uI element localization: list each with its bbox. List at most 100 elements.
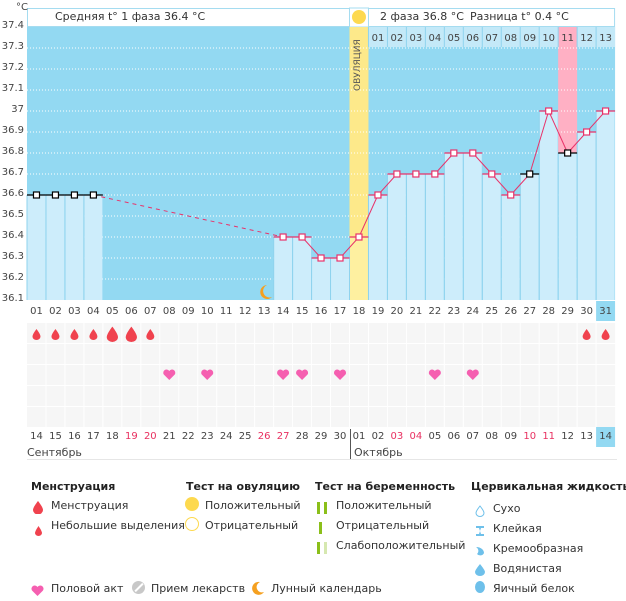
legend-ovulation-test-title: Тест на овуляцию: [186, 480, 300, 493]
spotting-drop-icon: [32, 329, 41, 340]
intercourse-heart-icon: [163, 369, 176, 380]
calendar-date-label[interactable]: 26: [257, 431, 271, 442]
calendar-date-label[interactable]: 29: [314, 431, 328, 442]
menstruation-drop-icon: [106, 326, 118, 342]
cycle-day-label[interactable]: 17: [333, 306, 347, 317]
legend-pregnancy-weak: Слабоположительный: [336, 539, 466, 552]
cycle-day-label[interactable]: 12: [238, 306, 252, 317]
cycle-day-label[interactable]: 16: [314, 306, 328, 317]
cycle-day-label[interactable]: 26: [504, 306, 518, 317]
calendar-date-label[interactable]: 06: [447, 431, 461, 442]
calendar-date-label[interactable]: 24: [219, 431, 233, 442]
temperature-bar: [463, 153, 482, 300]
cycle-day-label[interactable]: 04: [87, 306, 100, 317]
temperature-bar: [425, 174, 444, 300]
temperature-bar: [46, 195, 65, 300]
intercourse-heart-icon: [333, 369, 347, 380]
cycle-day-label[interactable]: 01: [30, 306, 43, 317]
calendar-date-label[interactable]: 09: [504, 431, 518, 442]
cycle-day-label[interactable]: 11: [219, 306, 233, 317]
cycle-day-label[interactable]: 27: [523, 306, 537, 317]
phase2-day-label: 04: [428, 33, 442, 44]
calendar-date-label[interactable]: 21: [162, 431, 176, 442]
y-tick-label: 36.5: [1, 209, 24, 220]
phase2-day-label: 06: [466, 33, 480, 44]
temperature-bar: [406, 174, 425, 300]
data-point: [431, 170, 439, 178]
excluded-data-point: [32, 191, 41, 199]
calendar-date-label[interactable]: 08: [485, 431, 499, 442]
cycle-day-label[interactable]: 18: [352, 306, 366, 317]
phase2-day-label: 01: [371, 33, 385, 44]
calendar-date-label[interactable]: 28: [295, 431, 309, 442]
spotting-drop-icon: [146, 329, 155, 340]
cycle-day-label[interactable]: 21: [409, 306, 423, 317]
data-point: [336, 254, 344, 262]
data-point: [374, 191, 382, 199]
calendar-date-label[interactable]: 18: [106, 431, 119, 442]
cycle-day-label[interactable]: 09: [181, 306, 195, 317]
moon-icon: [251, 580, 265, 599]
calendar-date-label[interactable]: 07: [466, 431, 480, 442]
intercourse-heart-icon: [277, 369, 290, 380]
calendar-date-label[interactable]: 20: [143, 431, 157, 442]
phase2-average: 2 фаза 36.8 °C: [380, 10, 464, 23]
calendar-date-label[interactable]: 05: [428, 431, 442, 442]
calendar-date-label[interactable]: 11: [542, 431, 556, 442]
calendar-date-label[interactable]: 19: [124, 431, 138, 442]
cycle-day-label[interactable]: 14: [276, 306, 290, 317]
calendar-date-label[interactable]: 03: [390, 431, 404, 442]
calendar-date-label[interactable]: 14: [599, 431, 612, 442]
cycle-day-label[interactable]: 22: [428, 306, 442, 317]
cycle-day-label[interactable]: 13: [257, 306, 271, 317]
cycle-day-label[interactable]: 19: [371, 306, 385, 317]
cycle-day-label[interactable]: 06: [124, 306, 138, 317]
phase2-day-label: 02: [390, 33, 404, 44]
cycle-day-label[interactable]: 02: [49, 306, 62, 317]
cycle-day-label[interactable]: 23: [447, 306, 461, 317]
calendar-bottom-divider: [27, 459, 617, 460]
calendar-date-label[interactable]: 25: [238, 431, 252, 442]
calendar-date-label[interactable]: 15: [49, 431, 62, 442]
cycle-day-label[interactable]: 10: [200, 306, 214, 317]
cycle-day-label[interactable]: 28: [542, 306, 556, 317]
data-point: [601, 107, 610, 115]
temperature-difference: Разница t° 0.4 °C: [470, 10, 569, 23]
calendar-date-label[interactable]: 14: [30, 431, 43, 442]
calendar-date-label[interactable]: 13: [580, 431, 593, 442]
symbol-row: [27, 344, 616, 364]
calendar-date-label[interactable]: 27: [276, 431, 290, 442]
calendar-date-label[interactable]: 16: [68, 431, 81, 442]
data-point: [469, 149, 477, 157]
calendar-date-label[interactable]: 22: [181, 431, 195, 442]
calendar-date-label[interactable]: 04: [409, 431, 423, 442]
calendar-date-label[interactable]: 12: [561, 431, 575, 442]
cycle-day-label[interactable]: 15: [295, 306, 309, 317]
cycle-day-label[interactable]: 29: [561, 306, 575, 317]
phase2-day-label: 05: [447, 33, 461, 44]
calendar-date-label[interactable]: 30: [333, 431, 347, 442]
temperature-bar: [312, 258, 331, 300]
calendar-date-label[interactable]: 01: [352, 431, 366, 442]
calendar-date-label[interactable]: 23: [200, 431, 214, 442]
cycle-day-label[interactable]: 08: [162, 306, 176, 317]
cycle-day-label[interactable]: 30: [580, 306, 593, 317]
calendar-date-label[interactable]: 17: [87, 431, 100, 442]
cycle-day-label[interactable]: 20: [390, 306, 404, 317]
legend-cervical-eggwhite: Яичный белок: [493, 582, 575, 595]
temperature-bar: [444, 153, 463, 300]
phase2-day-label: 03: [409, 33, 423, 44]
cycle-day-label[interactable]: 03: [68, 306, 81, 317]
cycle-day-label[interactable]: 31: [599, 306, 612, 317]
cycle-day-label[interactable]: 07: [143, 306, 157, 317]
y-tick-label: 36.2: [1, 272, 24, 283]
cycle-day-label[interactable]: 05: [106, 306, 119, 317]
calendar-date-label[interactable]: 10: [523, 431, 537, 442]
calendar-date-label[interactable]: 02: [371, 431, 385, 442]
data-point: [507, 191, 515, 199]
cycle-day-label[interactable]: 24: [466, 306, 480, 317]
y-tick-label: 36.8: [1, 146, 24, 157]
ovulation-sun-icon: [351, 10, 366, 24]
cycle-day-label[interactable]: 25: [485, 306, 499, 317]
excluded-data-point: [564, 149, 572, 157]
